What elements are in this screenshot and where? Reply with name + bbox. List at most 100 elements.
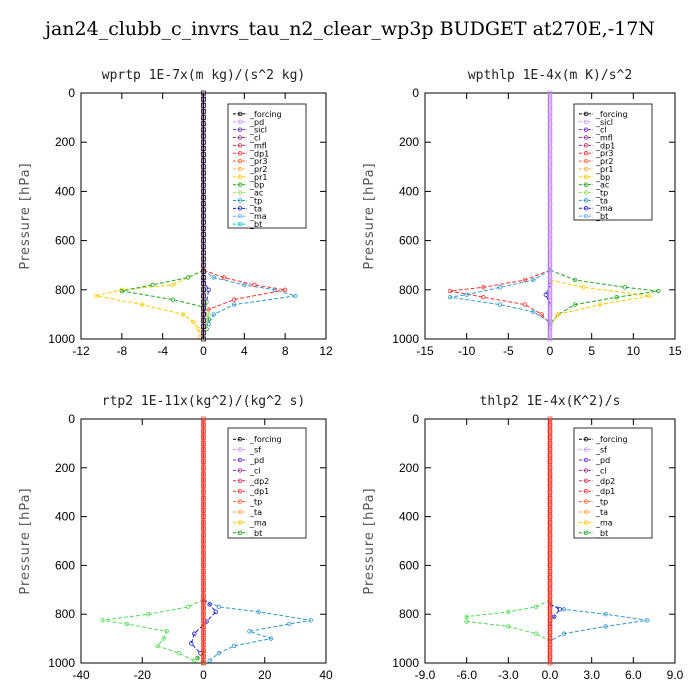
x-tick-label: -5 xyxy=(503,344,514,358)
data-point xyxy=(506,624,511,629)
zero-profile-marker xyxy=(547,599,553,605)
data-point xyxy=(464,614,469,619)
zero-profile-marker xyxy=(201,593,206,599)
legend-entry: _tp xyxy=(595,189,608,198)
legend-marker xyxy=(583,174,589,179)
legend-marker xyxy=(237,198,243,203)
data-point xyxy=(206,322,211,327)
zero-profile-marker xyxy=(547,195,553,200)
legend-entry: _mfl xyxy=(595,134,613,143)
data-point xyxy=(533,604,539,610)
legend-entry: _forcing xyxy=(595,435,628,444)
legend-entry: _pd xyxy=(249,456,264,465)
zero-profile-marker xyxy=(201,115,206,120)
data-point xyxy=(192,658,197,663)
page-title: jan24_clubb_c_invrs_tau_n2_clear_wp3p BU… xyxy=(45,18,655,40)
y-tick-label: 600 xyxy=(399,558,419,572)
legend-entry: _ta xyxy=(249,204,262,213)
legend-marker xyxy=(583,135,589,140)
y-tick-label: 0 xyxy=(68,412,75,426)
zero-profile-marker xyxy=(201,213,206,219)
data-point xyxy=(247,629,252,634)
data-point xyxy=(531,277,536,283)
zero-profile-marker xyxy=(547,514,553,519)
data-point xyxy=(647,293,653,299)
zero-profile-marker xyxy=(547,447,553,452)
zero-profile-marker xyxy=(547,532,553,538)
zero-profile-marker xyxy=(201,96,206,102)
x-tick-label: 9.0 xyxy=(667,668,684,682)
zero-profile-marker xyxy=(201,305,206,311)
zero-profile-marker xyxy=(201,170,206,176)
zero-profile-marker xyxy=(201,563,206,568)
y-tick-label: 1000 xyxy=(48,332,75,346)
x-tick-label: 15 xyxy=(668,344,682,358)
legend-marker xyxy=(237,221,243,227)
zero-profile-marker xyxy=(547,575,553,580)
legend-marker xyxy=(583,489,589,494)
zero-profile-marker xyxy=(201,532,206,538)
zero-profile-marker xyxy=(201,90,206,96)
legend-entry: _forcing xyxy=(595,110,628,119)
zero-profile-marker xyxy=(547,121,553,127)
y-tick-label: 400 xyxy=(399,510,419,524)
zero-profile-marker xyxy=(201,660,206,666)
zero-profile-marker xyxy=(201,502,206,507)
legend-box xyxy=(573,427,653,539)
zero-profile-marker xyxy=(201,434,206,440)
data-point xyxy=(464,292,469,297)
zero-profile-marker xyxy=(201,164,206,170)
series-line-pr3 xyxy=(203,269,286,320)
zero-profile-marker xyxy=(201,299,206,305)
zero-profile-marker xyxy=(547,587,553,593)
zero-profile-marker xyxy=(547,441,553,446)
zero-profile-marker xyxy=(201,324,206,330)
zero-profile-marker xyxy=(201,538,206,544)
zero-profile-marker xyxy=(201,232,206,237)
legend-entry: _forcing xyxy=(249,110,282,119)
x-tick-label: 0 xyxy=(200,344,207,358)
data-point xyxy=(622,285,628,290)
panel-title: wprtp 1E-7x(m kg)/(s^2 kg) xyxy=(102,68,306,83)
data-point xyxy=(556,312,561,317)
data-point xyxy=(543,292,549,297)
zero-profile-marker xyxy=(201,102,206,108)
chart-panel-2: wpthlp 1E-4x(m K)/s^2 0 200 400 600 800 1000 Pr… xyxy=(362,68,682,358)
zero-profile-marker xyxy=(547,459,553,465)
zero-profile-marker xyxy=(547,336,553,342)
series-line-dp1 xyxy=(102,599,204,662)
x-tick-label: 5 xyxy=(588,344,595,358)
zero-profile-marker xyxy=(201,189,206,194)
x-tick-label: 0.0 xyxy=(542,668,559,682)
legend-entry: _bp xyxy=(249,181,264,190)
zero-profile-marker xyxy=(547,213,553,219)
zero-profile-marker xyxy=(201,611,206,617)
zero-profile-marker xyxy=(547,569,553,574)
x-tick-label: -6.0 xyxy=(456,668,477,682)
zero-profile-marker xyxy=(547,189,553,194)
x-tick-label: 40 xyxy=(319,668,333,682)
x-tick-label: 0 xyxy=(200,668,207,682)
y-tick-label: 400 xyxy=(55,510,75,524)
x-tick-label: 3.0 xyxy=(583,668,600,682)
legend-marker xyxy=(583,478,589,483)
x-tick-label: -10 xyxy=(458,344,476,358)
zero-profile-marker xyxy=(547,624,553,629)
legend-marker xyxy=(237,530,243,535)
data-point xyxy=(213,609,218,614)
series-line-ta xyxy=(190,599,217,654)
data-point xyxy=(603,612,608,617)
zero-profile-marker xyxy=(547,305,553,311)
y-tick-label: 800 xyxy=(55,283,75,297)
data-point xyxy=(308,618,313,623)
data-point xyxy=(221,275,227,280)
series-line-tp xyxy=(449,269,551,323)
data-point xyxy=(189,641,194,646)
legend-marker xyxy=(583,166,589,172)
zero-profile-marker xyxy=(201,176,206,182)
zero-profile-marker xyxy=(201,262,206,268)
data-point xyxy=(293,293,298,299)
y-tick-label: 600 xyxy=(55,234,75,248)
zero-profile-marker xyxy=(547,428,553,434)
